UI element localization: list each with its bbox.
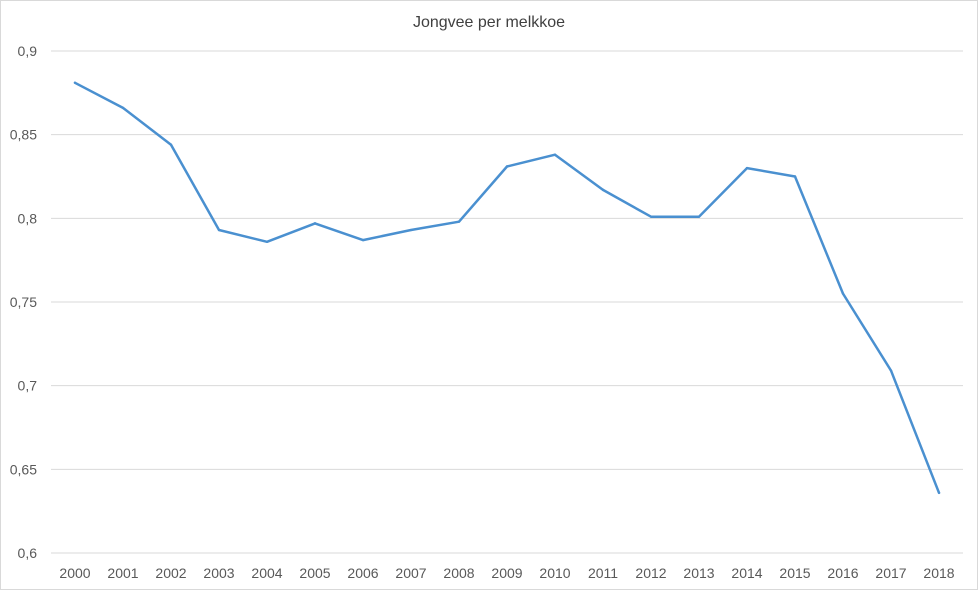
y-tick-label: 0,7 xyxy=(18,378,38,394)
x-tick-label: 2012 xyxy=(635,565,666,581)
x-tick-label: 2009 xyxy=(491,565,522,581)
y-tick-label: 0,85 xyxy=(10,127,37,143)
data-point xyxy=(361,238,365,242)
x-tick-label: 2016 xyxy=(827,565,858,581)
x-tick-label: 2004 xyxy=(251,565,282,581)
x-tick-label: 2014 xyxy=(731,565,762,581)
x-tick-label: 2018 xyxy=(923,565,954,581)
data-point xyxy=(793,175,797,178)
data-point xyxy=(649,215,653,218)
x-tick-label: 2003 xyxy=(203,565,234,581)
data-point xyxy=(745,166,749,170)
x-tick-label: 2017 xyxy=(875,565,906,581)
data-point xyxy=(217,228,221,232)
data-point xyxy=(121,106,125,110)
data-point xyxy=(457,220,461,223)
y-tick-label: 0,75 xyxy=(10,294,37,310)
x-tick-label: 2008 xyxy=(443,565,474,581)
x-tick-label: 2006 xyxy=(347,565,378,581)
chart-title: Jongvee per melkkoe xyxy=(412,14,566,31)
y-tick-label: 0,6 xyxy=(18,545,38,561)
x-tick-label: 2013 xyxy=(683,565,714,581)
data-point xyxy=(601,188,605,192)
data-point xyxy=(409,228,413,232)
x-tick-label: 2000 xyxy=(59,565,90,581)
x-tick-label: 2011 xyxy=(588,565,618,581)
x-tick-label: 2002 xyxy=(155,565,186,581)
data-point xyxy=(73,81,77,84)
data-point xyxy=(505,165,509,168)
series-line xyxy=(73,81,941,495)
x-tick-label: 2001 xyxy=(107,565,138,581)
data-point xyxy=(889,369,893,372)
data-point xyxy=(553,153,557,156)
x-tick-label: 2007 xyxy=(395,565,426,581)
y-tick-label: 0,65 xyxy=(10,461,37,477)
data-point xyxy=(169,143,173,146)
y-tick-label: 0,9 xyxy=(18,43,38,59)
x-tick-label: 2015 xyxy=(779,565,810,581)
data-point xyxy=(841,292,845,295)
data-point xyxy=(265,240,269,243)
data-point xyxy=(937,491,941,494)
y-tick-label: 0,8 xyxy=(18,210,38,226)
x-tick-label: 2010 xyxy=(539,565,570,581)
data-point xyxy=(313,222,317,225)
x-tick-label: 2005 xyxy=(299,565,330,581)
data-point xyxy=(697,215,701,218)
